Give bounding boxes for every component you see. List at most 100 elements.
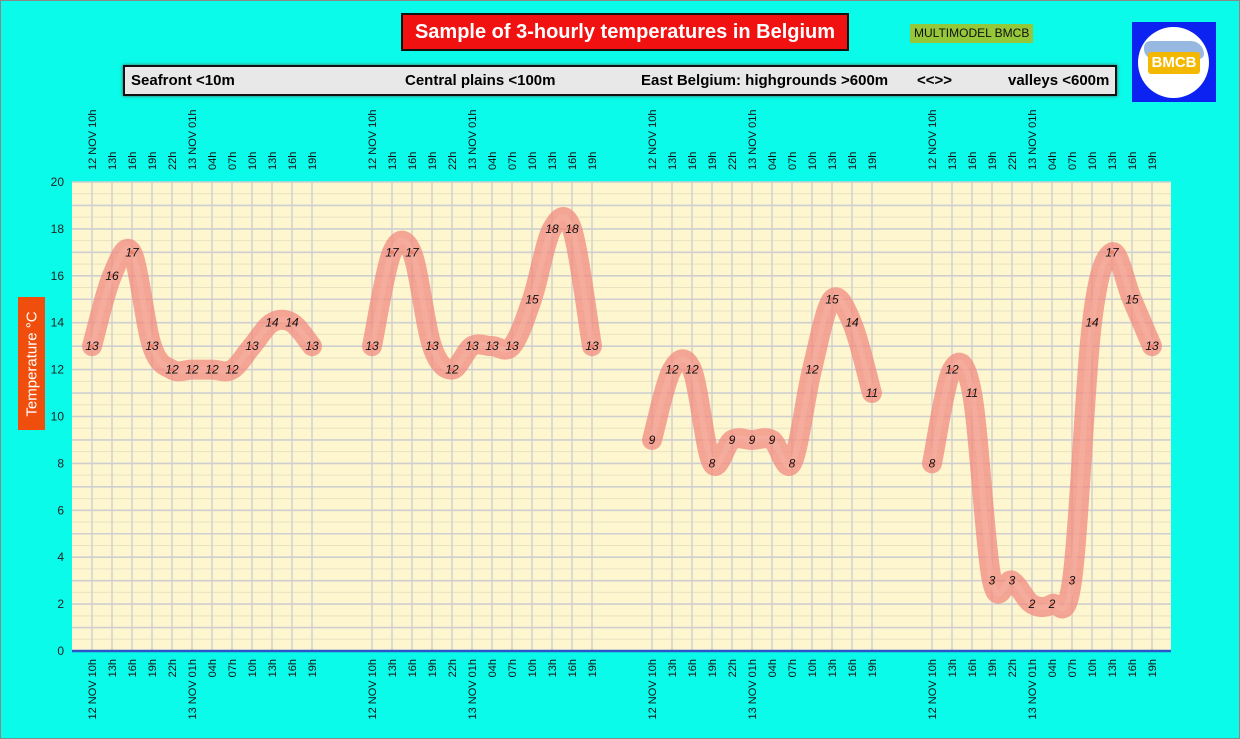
data-point (929, 461, 935, 466)
data-label: 12 (945, 363, 959, 377)
x-tick-label-bottom: 13h (1107, 659, 1119, 677)
x-tick-label-top: 13h (827, 152, 839, 170)
data-label: 9 (749, 433, 756, 447)
x-tick-label-top: 19h (707, 152, 719, 170)
x-tick-label-top: 07h (507, 152, 519, 170)
region-header-bar: Seafront <10m Central plains <100m East … (123, 65, 1117, 96)
x-tick-label-bottom: 12 NOV 10h (87, 659, 99, 720)
x-tick-label-bottom: 22h (1007, 659, 1019, 677)
x-tick-label-bottom: 19h (867, 659, 879, 677)
data-label: 12 (185, 363, 199, 377)
x-tick-label-bottom: 13h (387, 659, 399, 677)
x-tick-label-top: 22h (167, 152, 179, 170)
data-point (769, 437, 775, 443)
x-tick-label-top: 22h (727, 152, 739, 170)
y-axis: 0 2 4 6 8 10 12 14 16 18 20 (51, 175, 65, 658)
data-label: 8 (929, 456, 936, 470)
x-tick-label-bottom: 04h (767, 659, 779, 677)
x-tick-label-top: 19h (987, 152, 999, 170)
y-tick-label: 16 (51, 269, 65, 283)
data-point (749, 437, 755, 443)
data-point (729, 437, 735, 443)
series-0: 13 16 17 13 12 12 12 12 13 14 14 13 12 NOV 10h 12 NOV… (82, 109, 322, 720)
x-tick-label-bottom: 13 NOV 01h (1027, 659, 1039, 720)
x-tick-label-top: 19h (867, 152, 879, 170)
data-point (869, 390, 875, 396)
x-tick-label-bottom: 16h (847, 659, 859, 677)
data-point (409, 250, 415, 255)
data-label: 15 (1125, 292, 1139, 306)
data-point (809, 367, 815, 372)
x-tick-label-top: 12 NOV 10h (87, 109, 99, 170)
x-tick-label-top: 10h (527, 152, 539, 170)
data-point (529, 297, 535, 302)
x-tick-label-bottom: 04h (487, 659, 499, 677)
data-label: 12 (205, 363, 219, 377)
x-tick-label-top: 13h (267, 152, 279, 170)
x-tick-label-bottom: 16h (127, 659, 139, 677)
data-point (969, 390, 975, 396)
data-label: 13 (145, 339, 159, 353)
y-tick-label: 8 (57, 456, 64, 470)
data-point (709, 461, 715, 466)
data-label: 13 (1145, 339, 1159, 353)
data-label: 13 (85, 339, 99, 353)
data-point (369, 343, 375, 349)
region-label-east: East Belgium: highgrounds >600m (641, 72, 889, 89)
multimodel-badge: MULTIMODEL BMCB (910, 24, 1034, 43)
x-tick-label-bottom: 13 NOV 01h (467, 659, 479, 720)
x-tick-label-top: 12 NOV 10h (647, 109, 659, 170)
y-tick-label: 12 (51, 363, 65, 377)
data-point (1129, 297, 1135, 302)
data-label: 13 (585, 339, 599, 353)
data-point (649, 437, 655, 443)
data-point (249, 343, 255, 349)
x-tick-label-top: 19h (587, 152, 599, 170)
y-tick-label: 10 (51, 410, 65, 424)
data-label: 8 (789, 456, 796, 470)
data-point (1109, 250, 1115, 255)
data-label: 9 (649, 433, 656, 447)
region-label-central: Central plains <100m (405, 72, 556, 89)
y-tick-label: 14 (51, 316, 65, 330)
x-tick-label-top: 22h (447, 152, 459, 170)
x-tick-label-top: 13h (547, 152, 559, 170)
x-tick-label-top: 12 NOV 10h (367, 109, 379, 170)
y-tick-label: 6 (57, 503, 64, 517)
data-label: 13 (365, 339, 379, 353)
x-tick-label-bottom: 16h (287, 659, 299, 677)
x-tick-label-bottom: 19h (427, 659, 439, 677)
x-tick-label-bottom: 22h (727, 659, 739, 677)
data-label: 12 (665, 363, 679, 377)
data-label: 9 (769, 433, 776, 447)
data-point (89, 343, 95, 349)
data-point (509, 343, 515, 349)
x-tick-label-top: 04h (207, 152, 219, 170)
x-tick-label-bottom: 22h (447, 659, 459, 677)
series-line (369, 214, 595, 373)
data-point (429, 343, 435, 349)
data-point (1069, 578, 1075, 583)
x-tick-label-top: 07h (227, 152, 239, 170)
data-label: 18 (545, 222, 559, 236)
chart-title: Sample of 3-hourly temperatures in Belgi… (401, 13, 849, 51)
x-tick-label-top: 13 NOV 01h (747, 109, 759, 170)
x-tick-label-top: 16h (407, 152, 419, 170)
x-tick-label-bottom: 13 NOV 01h (747, 659, 759, 720)
data-point (829, 297, 835, 302)
data-point (1149, 343, 1155, 349)
x-tick-label-bottom: 12 NOV 10h (367, 659, 379, 720)
data-point (289, 320, 295, 325)
x-tick-label-top: 10h (247, 152, 259, 170)
x-tick-label-top: 16h (687, 152, 699, 170)
y-tick-label: 0 (57, 644, 64, 658)
data-label: 15 (525, 292, 539, 306)
data-point (109, 273, 115, 278)
x-tick-label-top: 19h (427, 152, 439, 170)
x-tick-label-bottom: 13h (547, 659, 559, 677)
x-tick-label-top: 16h (287, 152, 299, 170)
x-tick-label-bottom: 07h (507, 659, 519, 677)
data-point (849, 320, 855, 325)
data-point (569, 226, 575, 232)
data-point (549, 226, 555, 232)
